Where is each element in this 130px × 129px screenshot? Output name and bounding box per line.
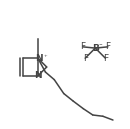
Text: F: F — [80, 42, 85, 51]
Text: F: F — [103, 54, 108, 63]
Text: $^{-}$: $^{-}$ — [98, 43, 103, 48]
Text: N: N — [35, 54, 42, 63]
Text: B: B — [92, 44, 99, 53]
Text: $^{+}$: $^{+}$ — [43, 54, 48, 59]
Text: F: F — [105, 42, 110, 51]
Text: F: F — [83, 54, 88, 63]
Text: N: N — [34, 71, 42, 80]
